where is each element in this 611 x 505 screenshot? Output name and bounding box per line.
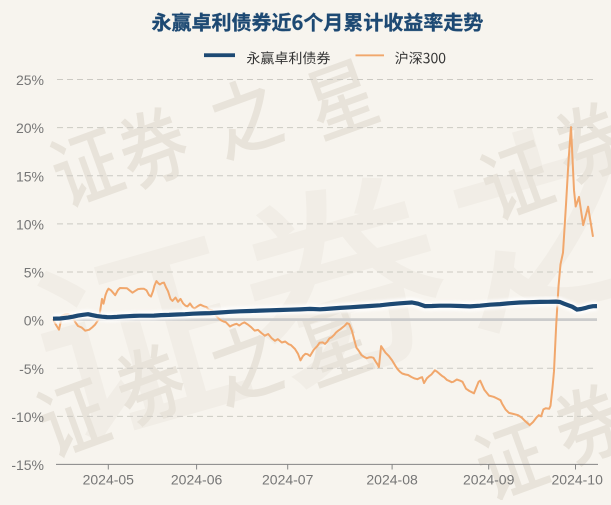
svg-text:5%: 5% bbox=[24, 265, 44, 281]
svg-text:10%: 10% bbox=[16, 217, 44, 233]
svg-text:15%: 15% bbox=[16, 168, 44, 184]
svg-text:2024-10: 2024-10 bbox=[552, 472, 604, 488]
svg-text:-10%: -10% bbox=[11, 409, 44, 425]
svg-text:2024-07: 2024-07 bbox=[262, 472, 314, 488]
svg-text:25%: 25% bbox=[16, 72, 44, 88]
svg-text:20%: 20% bbox=[16, 120, 44, 136]
svg-text:2024-05: 2024-05 bbox=[83, 472, 135, 488]
svg-text:0%: 0% bbox=[24, 313, 44, 329]
svg-text:2024-06: 2024-06 bbox=[171, 472, 223, 488]
svg-text:-15%: -15% bbox=[11, 457, 44, 473]
svg-text:2024-09: 2024-09 bbox=[463, 472, 515, 488]
svg-text:2024-08: 2024-08 bbox=[366, 472, 418, 488]
svg-text:-5%: -5% bbox=[19, 361, 44, 377]
